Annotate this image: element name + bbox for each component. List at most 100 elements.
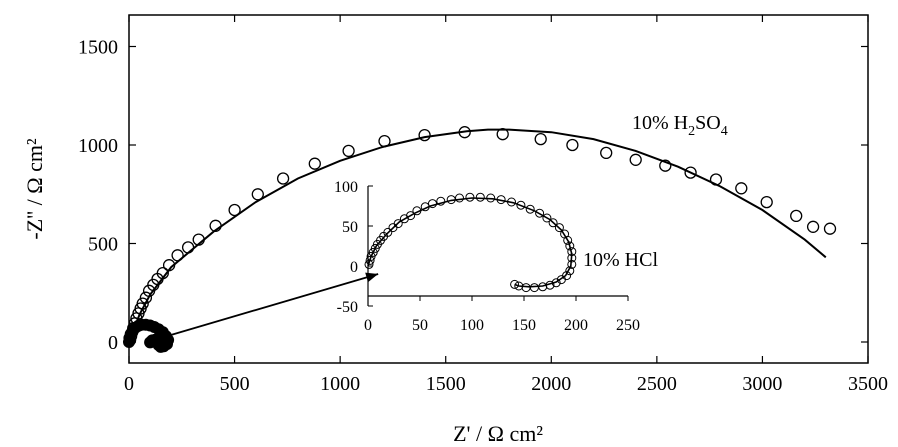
hcl-fit-path [367,197,573,288]
y-tick-label: 0 [108,332,118,354]
inset-y-tick-label: 100 [334,179,358,196]
h2so4-label-part2: SO [695,112,721,134]
inset-axis-ticks: 0 50 100 150 200 250 -50 0 50 100 [334,179,640,334]
h2so4-point [534,132,547,146]
inset-x-tick-label: 150 [512,317,536,334]
hcl-point-inset [496,195,506,205]
h2so4-label-sub1: 2 [688,124,695,139]
inset-x-tick-label: 50 [412,317,428,334]
hcl-point-inset [565,241,575,251]
x-tick-label: 0 [124,373,134,395]
hcl-point-inset [525,204,535,214]
h2so4-point [139,291,153,304]
hcl-point-inset [567,259,577,269]
x-tick-label: 1000 [320,373,360,395]
h2so4-point [629,153,642,166]
y-tick-label: 500 [88,234,118,256]
inset-y-tick-label: 50 [342,219,358,236]
h2so4-point [209,219,222,232]
h2so4-point [790,209,803,223]
h2so4-fit-line [128,128,827,343]
hcl-point-inset [406,211,416,221]
h2so4-label-part1: 10% H [632,112,688,134]
x-tick-label: 3500 [848,373,888,395]
hcl-point-inset [510,279,520,289]
h2so4-point [458,126,471,139]
h2so4-point [308,157,321,170]
y-axis-title: -Z'' / Ω cm² [22,138,47,240]
hcl-point-inset [548,218,558,228]
hcl-markers-main [123,318,175,353]
hcl-point-inset [556,275,566,285]
x-tick-label: 3000 [742,373,782,395]
hcl-point-inset [446,195,456,205]
inset-y-tick-label: 0 [350,259,358,276]
hcl-point-inset [486,193,496,203]
h2so4-point [171,249,184,262]
hcl-markers-inset [364,192,577,293]
h2so4-point [709,173,723,186]
hcl-series-label: 10% HCl [583,249,658,271]
hcl-point-inset [563,235,573,245]
h2so4-point [251,188,264,201]
hcl-fit-line [367,197,573,288]
h2so4-point [228,203,241,217]
hcl-point-inset [542,213,552,223]
main-plot-frame [128,14,869,364]
inset-x-tick-label: 200 [564,317,588,334]
hcl-point-inset [420,202,430,212]
inset-x-tick-label: 0 [364,317,372,334]
h2so4-point [162,259,176,272]
h2so4-point [659,159,672,172]
y-tick-label: 1000 [78,135,118,157]
x-tick-label: 2500 [637,373,677,395]
inset-x-tick-label: 250 [616,317,640,334]
h2so4-point [496,128,509,141]
hcl-point-inset [567,253,577,263]
hcl-point-inset [554,223,564,233]
arrow-head [365,272,379,283]
arrow-shaft [166,273,379,337]
hcl-point-inset [455,193,464,203]
hcl-point-inset [567,247,577,257]
hcl-point-inset [529,283,539,293]
x-axis-title-main: Z' / Ω cm² [453,421,543,446]
hcl-point-inset [551,278,561,288]
hcl-point-inset [436,196,446,206]
x-tick-label: 1500 [426,373,466,395]
inset-y-tick-label: -50 [337,299,358,316]
hcl-point-inset [412,206,422,216]
hcl-point-inset [393,219,403,229]
hcl-point-inset [383,227,393,237]
h2so4-point [760,195,773,209]
hcl-point-inset [465,192,475,202]
h2so4-markers [123,126,837,347]
x-tick-label: 500 [220,373,250,395]
h2so4-point [136,297,149,310]
x-tick-label: 2000 [531,373,571,395]
hcl-point-inset [364,259,374,269]
hcl-point-inset [535,208,545,218]
inset-plot: 0 50 100 150 200 250 -50 0 50 100 10% HCl [334,179,658,334]
h2so4-point [823,222,837,235]
x-axis-title: Z' / Ω cm² [453,421,543,446]
inset-x-tick-label: 100 [460,317,484,334]
h2so4-point [735,182,748,195]
h2so4-point [566,138,579,152]
h2so4-fit-path [128,128,827,343]
h2so4-point [806,220,820,233]
hcl-point-inset [521,283,531,293]
y-axis-title-main: -Z'' / Ω cm² [22,138,47,240]
h2so4-point [684,166,697,179]
hcl-point-inset [475,192,485,202]
h2so4-series-label: 10% H2SO4 [632,112,728,139]
hcl-point-inset [428,199,437,209]
y-tick-label: 1500 [78,37,118,59]
h2so4-point [276,172,290,185]
h2so4-point [342,144,355,158]
h2so4-point [418,128,431,142]
hcl-point-main [144,336,157,349]
h2so4-point [600,146,613,160]
